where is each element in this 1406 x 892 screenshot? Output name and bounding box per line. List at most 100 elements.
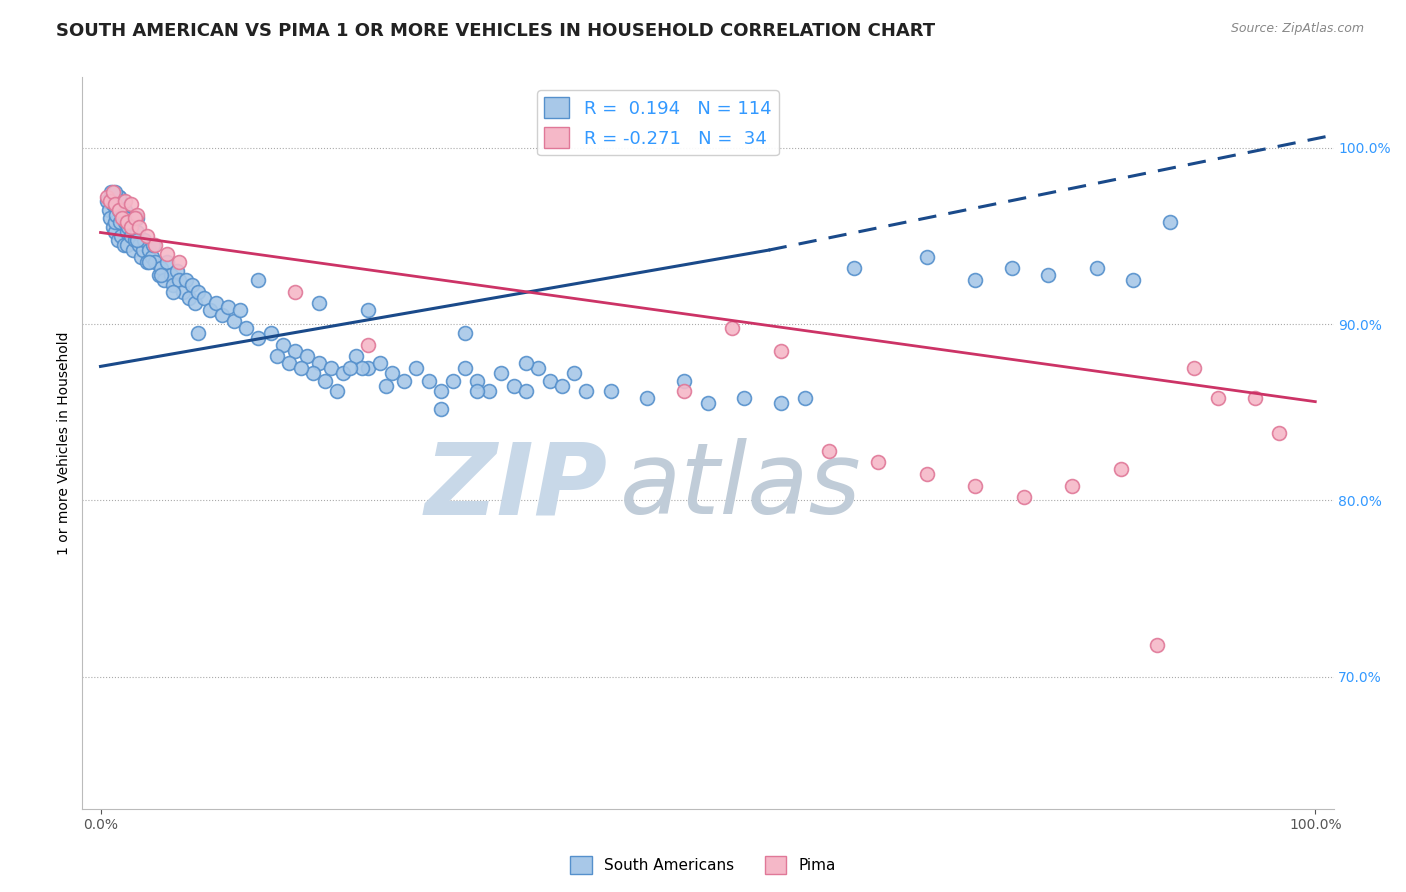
Point — [104, 215, 127, 229]
Point — [101, 220, 124, 235]
Point — [332, 367, 354, 381]
Point — [120, 197, 142, 211]
Point — [1085, 260, 1108, 275]
Point — [174, 273, 197, 287]
Point — [114, 215, 136, 229]
Point — [152, 273, 174, 287]
Point — [148, 268, 170, 282]
Point — [429, 401, 451, 416]
Point — [120, 220, 142, 235]
Point — [166, 264, 188, 278]
Point — [125, 208, 148, 222]
Point — [405, 361, 427, 376]
Point — [122, 243, 145, 257]
Point — [368, 356, 391, 370]
Point — [101, 197, 124, 211]
Point — [441, 374, 464, 388]
Point — [235, 320, 257, 334]
Point — [1122, 273, 1144, 287]
Point — [314, 374, 336, 388]
Point — [98, 194, 121, 208]
Point — [308, 356, 330, 370]
Point — [211, 308, 233, 322]
Point — [172, 285, 194, 300]
Point — [162, 278, 184, 293]
Point — [111, 208, 134, 222]
Point — [156, 246, 179, 260]
Point — [350, 361, 373, 376]
Point — [1036, 268, 1059, 282]
Point — [515, 384, 537, 398]
Legend: R =  0.194   N = 114, R = -0.271   N =  34: R = 0.194 N = 114, R = -0.271 N = 34 — [537, 90, 779, 155]
Point — [160, 268, 183, 282]
Point — [104, 185, 127, 199]
Point — [562, 367, 585, 381]
Point — [101, 185, 124, 199]
Point — [117, 220, 139, 235]
Point — [129, 250, 152, 264]
Point — [271, 338, 294, 352]
Point — [721, 320, 744, 334]
Point — [143, 255, 166, 269]
Point — [169, 255, 191, 269]
Point — [180, 278, 202, 293]
Point — [1146, 638, 1168, 652]
Point — [696, 396, 718, 410]
Point — [125, 233, 148, 247]
Point — [96, 190, 118, 204]
Text: atlas: atlas — [620, 439, 862, 535]
Point — [104, 197, 127, 211]
Point — [842, 260, 865, 275]
Point — [259, 326, 281, 340]
Point — [128, 237, 150, 252]
Point — [120, 229, 142, 244]
Point — [132, 243, 155, 257]
Text: ZIP: ZIP — [425, 439, 607, 535]
Point — [162, 285, 184, 300]
Point — [321, 361, 343, 376]
Point — [107, 202, 129, 217]
Point — [302, 367, 325, 381]
Point — [418, 374, 440, 388]
Point — [357, 361, 380, 376]
Point — [636, 391, 658, 405]
Point — [138, 243, 160, 257]
Point — [107, 190, 129, 204]
Point — [308, 296, 330, 310]
Point — [277, 356, 299, 370]
Point — [599, 384, 621, 398]
Point — [224, 313, 246, 327]
Point — [98, 211, 121, 226]
Point — [125, 226, 148, 240]
Point — [284, 343, 307, 358]
Point — [344, 349, 367, 363]
Point — [392, 374, 415, 388]
Point — [575, 384, 598, 398]
Point — [247, 331, 270, 345]
Point — [107, 190, 129, 204]
Point — [96, 194, 118, 208]
Point — [357, 303, 380, 318]
Point — [326, 384, 349, 398]
Point — [1268, 426, 1291, 441]
Point — [115, 215, 138, 229]
Point — [104, 226, 127, 240]
Point — [125, 211, 148, 226]
Point — [381, 367, 404, 381]
Point — [105, 208, 128, 222]
Point — [1012, 490, 1035, 504]
Point — [128, 220, 150, 235]
Point — [110, 229, 132, 244]
Point — [1206, 391, 1229, 405]
Point — [357, 338, 380, 352]
Point — [100, 185, 122, 199]
Point — [205, 296, 228, 310]
Point — [141, 250, 163, 264]
Point — [169, 273, 191, 287]
Point — [538, 374, 561, 388]
Point — [142, 237, 165, 252]
Point — [794, 391, 817, 405]
Point — [965, 273, 987, 287]
Point — [965, 479, 987, 493]
Point — [266, 349, 288, 363]
